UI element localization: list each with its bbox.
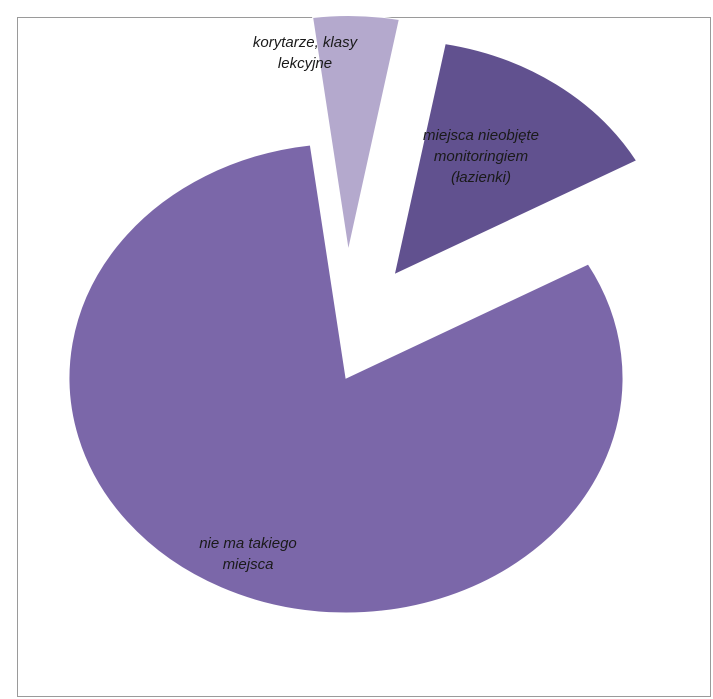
slice-label-line: miejsca [223,556,274,573]
labels-layer: miejsca nieobjęte monitoringiem (łazienki)… [199,34,539,573]
slices-layer [68,15,638,614]
slice-label-line: nie ma takiego [199,535,297,552]
slice-label-2: korytarze, klasy lekcyjne [253,34,359,72]
slice-label-0: miejsca nieobjęte monitoringiem (łazienki) [423,127,539,186]
slice-label-line: lekcyjne [278,55,332,72]
slice-label-line: miejsca nieobjęte [423,127,539,144]
pie-slice-1 [68,144,624,614]
slice-label-line: korytarze, klasy [253,34,359,51]
pie-slice-0 [393,43,638,276]
slice-label-line: (łazienki) [451,169,511,186]
slice-label-1: nie ma takiego miejsca [199,535,297,573]
slice-label-line: monitoringiem [434,148,528,165]
pie-slice-2 [312,15,400,251]
